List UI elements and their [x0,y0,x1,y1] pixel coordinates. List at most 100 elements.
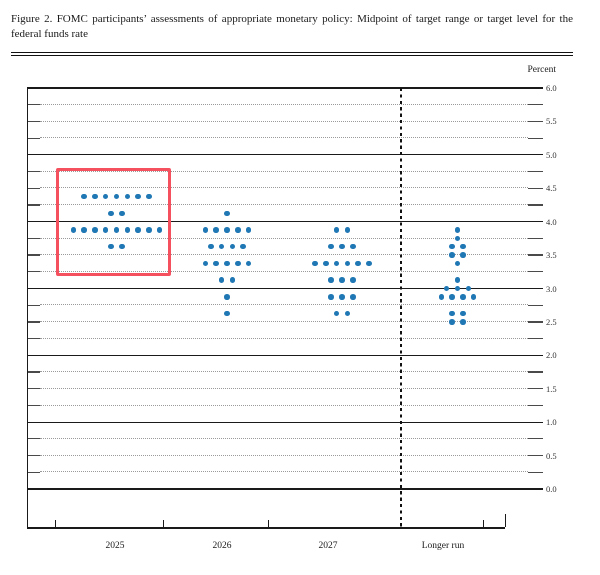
grid-line-3.75 [40,237,528,239]
grid-line-cap-left [27,371,40,373]
grid-line-4.75 [40,170,528,172]
projection-dot [229,277,236,283]
projection-dot [449,252,455,258]
grid-line-cap-right [528,170,543,173]
projection-dot [366,260,372,267]
grid-line-cap-left [27,271,40,273]
projection-dot [81,227,87,233]
x-axis-tick [163,520,165,527]
grid-line-3.50 [40,254,528,256]
y-tick-label: 4.0 [546,216,557,227]
projection-dot [202,260,209,267]
grid-line-cap-right [528,304,543,306]
grid-line-cap-right [528,321,543,323]
grid-line-cap-left [27,187,40,189]
projection-dot [124,227,131,233]
x-category-label-2026: 2026 [212,541,232,551]
projection-dot [344,310,351,317]
projection-dot [323,260,329,267]
grid-line-cap-right [528,454,543,457]
grid-line-cap-left [27,204,40,206]
y-tick-label: 1.5 [546,383,557,394]
projection-dot [454,277,461,283]
projection-dot [454,235,461,242]
y-tick-label: 3.0 [546,283,557,294]
projection-dot [102,227,109,233]
grid-line-cap-right [528,438,543,440]
projection-dot [344,227,351,233]
grid-line-4.50 [40,187,528,189]
projection-dot [339,294,345,300]
x-category-label-2027: 2027 [318,541,338,551]
title-divider [11,52,573,56]
projection-dot [449,310,455,317]
projection-dot [460,319,466,325]
grid-line-cap-right [528,120,543,122]
longer-run-separator [400,88,402,527]
grid-line-1.75 [40,371,528,373]
projection-dot [124,193,131,200]
projection-dot [449,319,455,325]
projection-dot [328,243,334,250]
x-axis-tick [268,520,270,527]
projection-dot [224,227,230,233]
grid-line-cap-right [528,404,543,407]
grid-line-cap-right [528,338,543,340]
x-axis-tick [55,520,57,527]
projection-dot [465,285,472,292]
y-tick-label: 5.5 [546,116,557,127]
y-tick-label: 6.0 [546,83,557,93]
y-tick-label: 4.5 [546,183,557,194]
y-tick-label: 2.5 [546,316,557,327]
projection-dot [460,294,466,300]
projection-dot [213,227,219,233]
y-tick-label: 1.0 [546,417,557,428]
grid-line-0.25 [40,471,528,473]
grid-line-cap-left [27,137,40,139]
grid-line-3.00 [27,287,543,290]
projection-dot [245,260,252,267]
projection-dot [328,294,334,300]
projection-dot [224,294,230,300]
grid-line-2.50 [40,321,528,323]
y-tick-label: 0.5 [546,450,557,461]
projection-dot [70,227,77,233]
y-tick-label: 0.0 [546,484,557,494]
projection-dot [350,277,356,283]
projection-dot [208,243,214,250]
x-axis-line [27,527,505,529]
projection-dot [235,227,241,233]
projection-dot [224,310,230,317]
projection-dot [156,227,163,233]
grid-line-cap-right [528,371,543,373]
grid-line-cap-left [27,104,40,106]
grid-line-cap-right [528,388,543,390]
projection-dot [113,227,120,233]
grid-line-0.50 [40,454,528,456]
projection-dot [224,210,230,217]
projection-dot [119,210,125,217]
projection-dot [202,227,209,233]
y-tick-label: 2.0 [546,350,557,361]
projection-dot [229,243,236,250]
grid-line-2.00 [27,354,543,356]
grid-line-cap-left [27,388,40,390]
x-axis-tick [483,520,485,527]
projection-dot [355,260,361,267]
projection-dot [449,294,455,300]
projection-dot [350,294,356,300]
projection-dot [92,193,98,200]
x-category-label-2025: 2025 [105,541,125,551]
grid-line-4.25 [40,204,528,206]
grid-line-cap-right [528,137,543,139]
projection-dot [235,260,241,267]
projection-dot [460,243,466,250]
x-category-label-longer-run: Longer run [421,541,465,551]
projection-dot [333,227,340,233]
projection-dot [146,227,152,233]
grid-line-cap-right [528,237,543,239]
grid-line-4.00 [27,221,543,223]
grid-line-2.25 [40,337,528,339]
projection-dot [333,310,340,317]
projection-dot [108,210,114,217]
